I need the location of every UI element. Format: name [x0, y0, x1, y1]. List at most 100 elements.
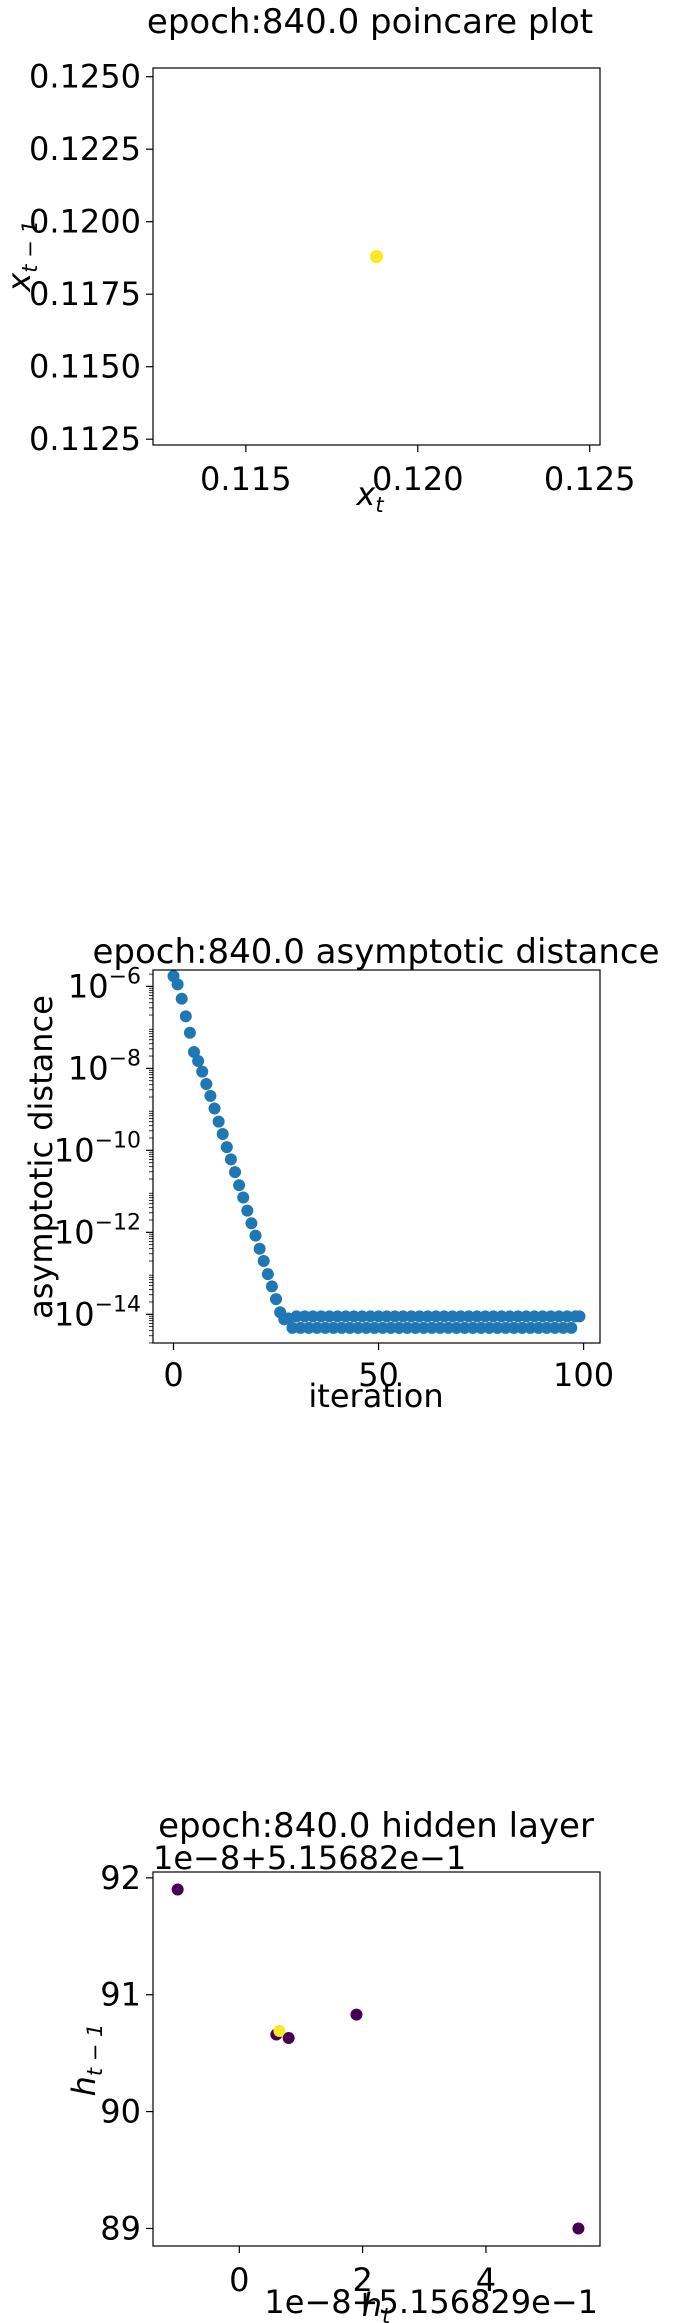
asymptotic-point [393, 1321, 406, 1334]
asymptotic-point [532, 1321, 545, 1334]
poincare-ytick-label: 0.1200 [29, 203, 141, 241]
asymptotic-point [516, 1321, 529, 1334]
hidden-point [171, 1883, 184, 1896]
asymptotic-point [343, 1321, 356, 1334]
asymptotic-point [434, 1321, 447, 1334]
poincare-ytick-label: 0.1250 [29, 58, 141, 96]
asymptotic-ytick-base: 10 [54, 1131, 95, 1169]
hidden-xtick-label: 4 [476, 2261, 496, 2299]
asymptotic-point [171, 978, 184, 991]
asymptotic-point [179, 1010, 192, 1023]
asymptotic-ytick-base: 10 [68, 1049, 109, 1087]
asymptotic-point [491, 1321, 504, 1334]
asymptotic-point [540, 1321, 553, 1334]
poincare-title: epoch:840.0 poincare plot [147, 2, 593, 42]
hidden-ytick-label: 89 [100, 2209, 141, 2247]
asymptotic-point [495, 1310, 508, 1323]
asymptotic-point [360, 1321, 373, 1334]
asymptotic-points [167, 970, 586, 1334]
asymptotic-point [302, 1321, 315, 1334]
hidden-ytick-label: 92 [100, 1859, 141, 1897]
asymptotic-ytick-label: 10−14 [54, 1292, 141, 1333]
poincare-xtick-label: 0.115 [200, 460, 292, 498]
asymptotic-ylabel: asymptotic distance [22, 995, 60, 1319]
asymptotic-point [561, 1310, 574, 1323]
hidden-x-offset-text: 1e−8+5.156829e−1 [264, 2283, 598, 2321]
asymptotic-point [384, 1321, 397, 1334]
asymptotic-point [327, 1321, 340, 1334]
asymptotic-point [409, 1321, 422, 1334]
asymptotic-point [511, 1310, 524, 1323]
asymptotic-point [454, 1310, 467, 1323]
hidden-point [572, 2222, 585, 2235]
asymptotic-point [200, 1077, 213, 1090]
asymptotic-point [421, 1310, 434, 1323]
asymptotic-point [224, 1153, 237, 1166]
poincare-xlabel: xt [355, 475, 384, 517]
hidden-layer-chart: epoch:840.0 hidden layer 1e−8+5.15682e−1… [65, 1806, 601, 2323]
asymptotic-point [311, 1321, 324, 1334]
asymptotic-point [524, 1321, 537, 1334]
asymptotic-point [347, 1310, 360, 1323]
asymptotic-ytick-label: 10−6 [68, 964, 141, 1005]
asymptotic-ytick-exponent: −12 [95, 1210, 141, 1235]
asymptotic-point [401, 1321, 414, 1334]
poincare-ytick-label: 0.1125 [29, 420, 141, 458]
asymptotic-ytick-base: 10 [54, 1213, 95, 1251]
asymptotic-point [368, 1321, 381, 1334]
asymptotic-ytick-exponent: −10 [95, 1128, 141, 1153]
asymptotic-plot-frame [152, 969, 601, 1344]
hidden-ytick-label: 91 [100, 1976, 141, 2014]
asymptotic-point [528, 1310, 541, 1323]
asymptotic-point [216, 1127, 229, 1140]
asymptotic-point [315, 1310, 328, 1323]
asymptotic-xtick-label: 0 [163, 1356, 183, 1394]
poincare-points [370, 250, 383, 263]
asymptotic-point [565, 1321, 578, 1334]
asymptotic-point [257, 1255, 270, 1268]
asymptotic-point [241, 1204, 254, 1217]
hidden-ytick-label: 90 [100, 2093, 141, 2131]
asymptotic-point [286, 1321, 299, 1334]
asymptotic-point [298, 1310, 311, 1323]
asymptotic-point [208, 1102, 221, 1115]
asymptotic-point [364, 1310, 377, 1323]
asymptotic-point [294, 1321, 307, 1334]
poincare-ytick-label: 0.1225 [29, 130, 141, 168]
asymptotic-point [573, 1310, 586, 1323]
poincare-chart: epoch:840.0 poincare plot 0.115 0.120 0.12… [0, 2, 635, 517]
asymptotic-point [462, 1310, 475, 1323]
asymptotic-point [335, 1321, 348, 1334]
poincare-point [370, 250, 383, 263]
asymptotic-ytick-exponent: −14 [95, 1292, 141, 1317]
hidden-xtick-label: 0 [229, 2261, 249, 2299]
asymptotic-point [380, 1310, 393, 1323]
asymptotic-point [265, 1280, 278, 1293]
poincare-ytick-label: 0.1175 [29, 275, 141, 313]
hidden-point [273, 2024, 286, 2037]
asymptotic-point [212, 1115, 225, 1128]
asymptotic-point [466, 1321, 479, 1334]
asymptotic-point [470, 1310, 483, 1323]
asymptotic-xtick-label: 50 [358, 1356, 399, 1394]
asymptotic-point [425, 1321, 438, 1334]
asymptotic-point [352, 1321, 365, 1334]
asymptotic-point [323, 1310, 336, 1323]
asymptotic-point [376, 1321, 389, 1334]
asymptotic-point [175, 992, 188, 1005]
asymptotic-point [237, 1191, 250, 1204]
asymptotic-chart: epoch:840.0 asymptotic distance 0 50 100 10… [22, 932, 660, 1415]
asymptotic-title: epoch:840.0 asymptotic distance [93, 932, 660, 972]
asymptotic-ytick-label: 10−10 [54, 1128, 141, 1169]
hidden-ticks: 0 2 4 89 90 91 92 [100, 1859, 496, 2299]
asymptotic-point [429, 1310, 442, 1323]
asymptotic-point [405, 1310, 418, 1323]
asymptotic-point [356, 1310, 369, 1323]
asymptotic-point [413, 1310, 426, 1323]
asymptotic-point [442, 1321, 455, 1334]
asymptotic-point [503, 1310, 516, 1323]
poincare-ylabel: xt − 1 [0, 220, 42, 292]
asymptotic-point [192, 1054, 205, 1067]
